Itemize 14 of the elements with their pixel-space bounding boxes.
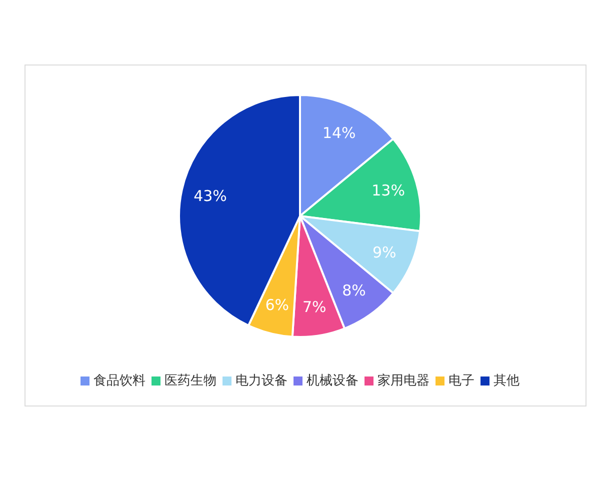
legend-label: 机械设备 [306, 374, 358, 388]
data-label: 9% [372, 244, 396, 262]
legend-label: 电子 [448, 374, 474, 388]
legend-label: 电力设备 [236, 374, 288, 388]
data-label: 43% [194, 186, 227, 205]
data-label: 14% [322, 124, 356, 142]
legend-label: 家用电器 [378, 372, 430, 388]
data-label: 6% [265, 296, 290, 314]
data-label: 7% [302, 298, 326, 316]
data-label: 8% [342, 281, 366, 300]
legend-label: 食品饮料 [94, 374, 146, 388]
legend-label: 医药生物 [164, 374, 216, 388]
data-label: 13% [372, 181, 405, 200]
legend-label: 其他 [494, 374, 520, 388]
